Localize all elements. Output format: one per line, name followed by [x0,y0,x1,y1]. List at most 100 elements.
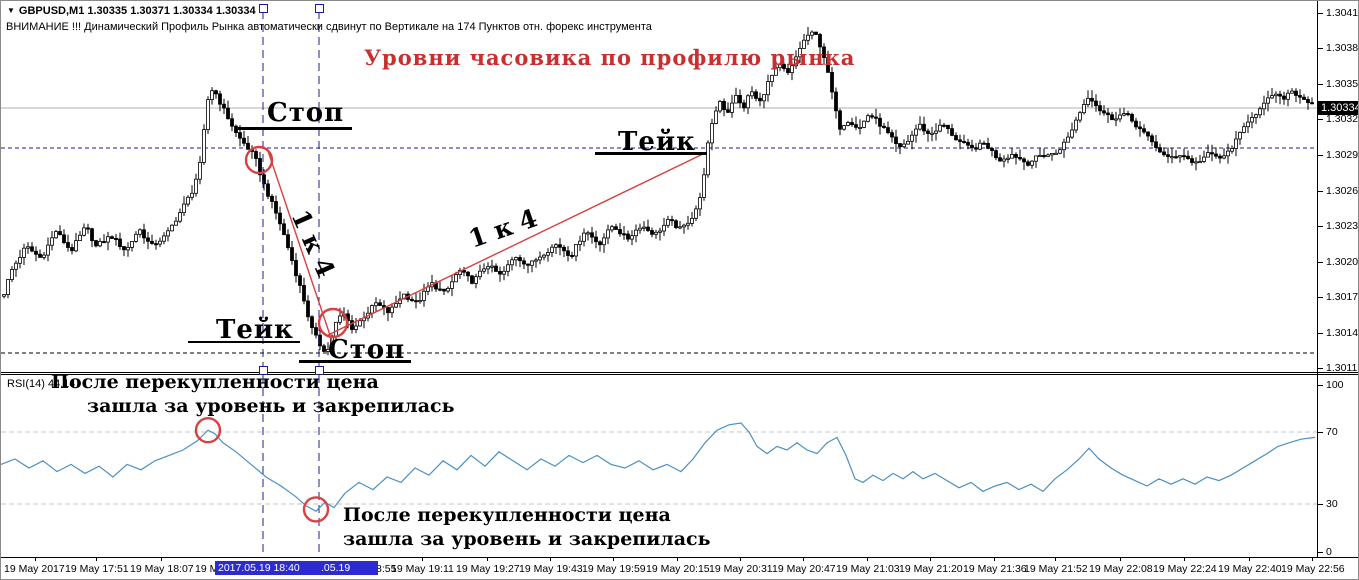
panel-separator-line1[interactable] [1,372,1358,373]
time-tick [1249,558,1250,561]
price-tick-dash [1318,297,1323,298]
time-tick [1120,558,1121,561]
stop-line-top[interactable] [238,127,352,130]
rsi-note2-line2[interactable]: зашла за уровень и закрепилась [343,528,711,550]
time-axis-separator [1,557,1358,558]
price-tick-label: 1.30175 [1326,291,1359,303]
time-label: 19 May 22:40 [1218,563,1282,575]
time-tick [422,558,423,561]
time-label: 19 May 22:08 [1089,563,1153,575]
time-tick [930,558,931,561]
red-annotations[interactable] [244,145,706,348]
time-label: 19 May 21:52 [1024,563,1088,575]
symbol-dropdown-icon[interactable]: ▼ [7,6,15,15]
time-label: 19 May 19:43 [519,563,583,575]
symbol-ohlc-text: GBPUSD,M1 1.30335 1.30371 1.30334 1.3033… [18,5,256,17]
time-highlight-label[interactable]: .05.19 18:54 [318,561,378,575]
price-chart-canvas[interactable] [1,1,1317,372]
price-tick-label: 1.30385 [1326,42,1359,54]
time-tick [803,558,804,561]
time-highlight-label[interactable]: 2017.05.19 18:40 [215,561,321,575]
rsi-axis: 100 70 30 0 [1318,375,1358,558]
rsi-circle-oversold[interactable] [302,496,330,523]
stop-line-bottom[interactable] [299,360,411,363]
vline1-bottom-handle[interactable] [259,366,268,375]
rsi-circle-overbought[interactable] [194,417,222,444]
price-tick-label: 1.30325 [1326,113,1359,125]
price-tick-label: 1.30415 [1326,7,1359,19]
price-tick-dash [1318,119,1323,120]
time-label: 8:55 [376,563,397,575]
price-tick-label: 1.30355 [1326,78,1359,90]
rsi-note2-line1[interactable]: После перекупленности цена [343,504,671,526]
stop-label-top[interactable]: Стоп [267,98,345,128]
take-line-bottom[interactable] [188,341,300,343]
price-axis-border [1317,1,1318,557]
time-label: 19 May 2017 [4,563,65,575]
panel-separator-line2 [1,374,1358,375]
rsi-note1-line1[interactable]: После перекупленности цена [51,371,379,393]
price-tick-dash [1318,368,1323,369]
rsi-tick-label: 0 [1326,546,1332,558]
price-tick-label: 1.30235 [1326,220,1359,232]
take-line-mid[interactable] [595,152,707,155]
price-tick-dash [1318,191,1323,192]
current-price-badge: 1.30334 [1318,101,1358,115]
candles [2,27,1314,356]
time-tick [35,558,36,561]
price-tick-label: 1.30265 [1326,185,1359,197]
entry-circle-price-top [244,145,274,175]
time-label: 19 May 19:11 [391,563,454,575]
price-tick-label: 1.30295 [1326,149,1359,161]
rsi-tick-dash [1318,552,1323,553]
price-tick-dash [1318,155,1323,156]
rsi-tick-dash [1318,504,1323,505]
price-tick-dash [1318,48,1323,49]
rsi-note1-line2[interactable]: зашла за уровень и закрепилась [87,395,455,417]
take-label-bottom[interactable]: Тейк [216,315,294,345]
time-axis[interactable]: 19 May 2017 19 May 17:51 19 May 18:07 19 Ma… [1,558,1358,579]
vline2-top-handle[interactable] [315,4,324,13]
time-tick [96,558,97,561]
rsi-tick-label: 100 [1326,379,1344,391]
price-axis: 1.30415 1.30385 1.30355 1.30325 1.30295 1.302… [1318,1,1359,374]
rsi-tick-dash [1318,432,1323,433]
symbol-ohlc-line[interactable]: ▼ GBPUSD,M1 1.30335 1.30371 1.30334 1.303… [7,5,256,17]
time-label: 19 May 22:56 [1281,563,1345,575]
warning-text: ВНИМАНИЕ !!! Динамический Профиль Рынка … [6,21,652,33]
rsi-tick-label: 30 [1326,498,1338,510]
time-label: 19 May 22:24 [1153,563,1217,575]
time-tick [1055,558,1056,561]
time-label: 19 May 21:20 [899,563,963,575]
time-label: 19 May 19:59 [582,563,646,575]
time-label: 19 May 19:27 [456,563,520,575]
rsi-chart-canvas[interactable] [1,375,1317,557]
vline1-top-handle[interactable] [259,4,268,13]
rsi-indicator-label: RSI(14) 44.14 [7,378,76,390]
price-tick-dash [1318,226,1323,227]
time-label: 19 May 18:07 [130,563,194,575]
chart-title-annotation[interactable]: Уровни часовика по профилю рынка [364,45,856,70]
time-label: 19 May 20:15 [646,563,710,575]
rsi-tick-label: 70 [1326,426,1338,438]
rsi-line [1,422,1316,512]
time-label: 19 May 20:47 [772,563,836,575]
time-tick [1312,558,1313,561]
time-tick [613,558,614,561]
time-label: 19 May 21:03 [836,563,900,575]
price-tick-dash [1318,84,1323,85]
price-tick-label: 1.30145 [1326,327,1359,339]
time-tick [487,558,488,561]
time-tick [740,558,741,561]
price-tick-dash [1318,13,1323,14]
price-tick-label: 1.30115 [1326,362,1358,374]
time-tick [994,558,995,561]
price-tick-dash [1318,262,1323,263]
time-label: 19 May 20:31 [709,563,773,575]
time-tick [550,558,551,561]
time-label: 19 May 21:36 [963,563,1027,575]
vline2-bottom-handle[interactable] [315,366,324,375]
price-tick-label: 1.30205 [1326,256,1359,268]
time-tick [867,558,868,561]
